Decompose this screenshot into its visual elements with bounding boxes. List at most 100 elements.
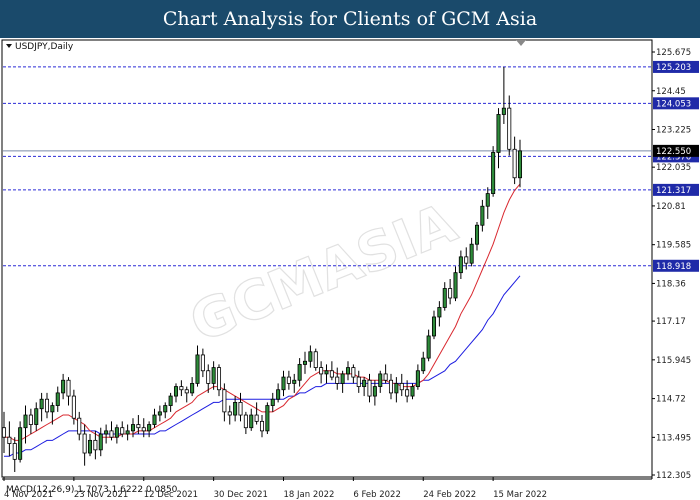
candle (485, 193, 490, 207)
x-tick-label: 24 Feb 2022 (423, 490, 476, 500)
y-tick-label: 123.225 (656, 126, 691, 136)
candle (501, 107, 506, 115)
candle (50, 405, 55, 413)
candle (238, 401, 243, 416)
candle (243, 414, 248, 429)
candle (109, 430, 114, 438)
current-price-tag (653, 144, 699, 157)
candle (130, 424, 136, 432)
candle (39, 398, 44, 410)
candle (399, 383, 404, 391)
candle (517, 150, 523, 179)
candle (324, 370, 329, 375)
candle (18, 427, 23, 460)
candle (173, 386, 179, 397)
y-tick-label: 115.945 (656, 356, 691, 366)
y-tick-label: 118.36 (656, 279, 686, 289)
page-title: Chart Analysis for Clients of GCM Asia (0, 0, 700, 38)
level-tag (653, 60, 699, 73)
current-price-label: 122.550 (656, 147, 691, 157)
candle (125, 430, 130, 435)
candle (66, 379, 71, 397)
candle (259, 420, 265, 432)
candle (448, 288, 453, 299)
candle (179, 386, 184, 391)
candle (496, 114, 501, 153)
watermark: GCMASIA (181, 191, 465, 354)
candle (281, 376, 286, 391)
candle (44, 398, 50, 413)
candle (233, 401, 238, 416)
candle (168, 395, 173, 406)
candle (372, 386, 377, 397)
candle (410, 386, 415, 397)
candle (351, 367, 356, 378)
candle (227, 411, 232, 416)
y-tick-label: 114.72 (656, 395, 686, 405)
candle (7, 436, 12, 444)
candle (362, 379, 367, 387)
candle (82, 433, 87, 454)
candle (216, 367, 222, 391)
candle (507, 107, 512, 150)
candle (211, 367, 216, 384)
candle (329, 370, 334, 378)
shift-marker-icon (516, 40, 526, 46)
candle (276, 389, 281, 400)
candle (474, 224, 480, 245)
candle (120, 427, 125, 435)
candle (383, 373, 388, 381)
x-tick-label: 12 Dec 2021 (144, 490, 198, 500)
candle (356, 376, 361, 387)
y-tick-label: 122.035 (656, 163, 691, 173)
x-tick-label: 6 Feb 2022 (353, 490, 401, 500)
y-tick-label: 125.675 (656, 48, 691, 58)
symbol-menu-icon[interactable] (6, 44, 12, 48)
candle (442, 288, 447, 308)
y-tick-label: 120.81 (656, 202, 686, 212)
candle (335, 376, 340, 384)
candle (136, 424, 141, 429)
candle (163, 405, 168, 413)
candle (1, 427, 7, 438)
candle (426, 335, 431, 359)
x-tick-label: 18 Jan 2022 (284, 490, 335, 500)
y-tick-label: 112.305 (656, 471, 691, 481)
x-tick-label: 30 Dec 2021 (214, 490, 268, 500)
y-tick-label: 117.17 (656, 317, 686, 327)
candle (345, 367, 351, 375)
candle (206, 370, 211, 384)
candle (28, 414, 33, 425)
x-tick-label: 23 Nov 2021 (74, 490, 128, 500)
y-tick-label: 119.585 (656, 241, 691, 251)
candle (55, 392, 60, 406)
candle (431, 316, 437, 337)
macd-label: MACD(12,26,9) 1.7073 1.6222 0.0850 (6, 485, 178, 495)
candle (367, 379, 372, 397)
candle (98, 433, 103, 451)
candle (34, 408, 39, 425)
candle (394, 383, 399, 394)
y-tick-label: 113.495 (656, 433, 691, 443)
symbol-label: USDJPY,Daily (15, 42, 74, 52)
candle (292, 379, 297, 384)
level-label: 125.203 (656, 63, 691, 73)
candle (254, 414, 259, 422)
candle (249, 414, 254, 429)
candle (93, 439, 98, 451)
candle (437, 307, 442, 318)
x-tick-label: 15 Mar 2022 (493, 490, 547, 500)
x-tick-label: 4 Nov 2021 (4, 490, 53, 500)
candle (265, 405, 270, 432)
candle (61, 379, 66, 394)
candle (388, 379, 394, 394)
candle (114, 427, 119, 438)
level-tag (653, 259, 699, 272)
candle (340, 373, 345, 384)
candle (480, 205, 485, 226)
level-tag (653, 183, 699, 196)
candle (313, 351, 318, 368)
candle (464, 256, 469, 264)
level-label: 122.376 (656, 152, 691, 162)
